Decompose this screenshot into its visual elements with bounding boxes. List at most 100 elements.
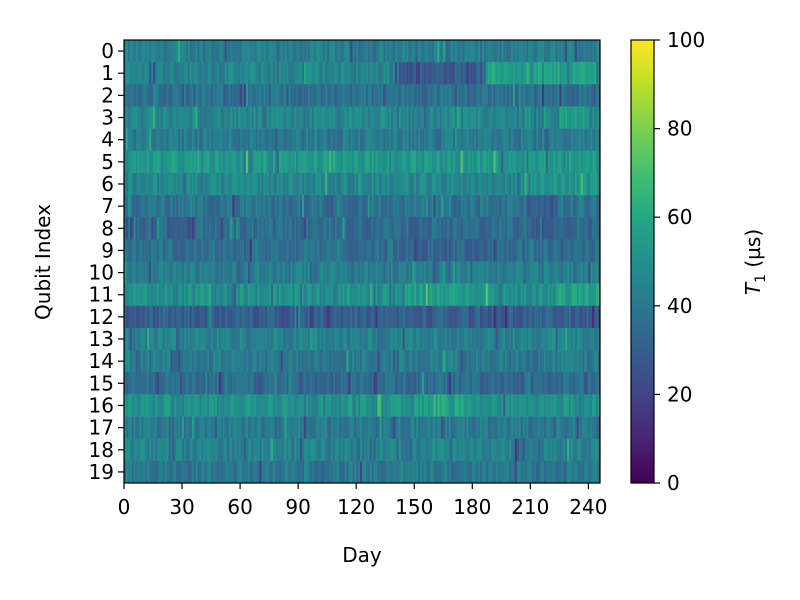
heatmap-cell: [240, 128, 243, 152]
heatmap-cell: [389, 283, 392, 307]
heatmap-cell: [491, 62, 494, 85]
heatmap-cell: [402, 283, 405, 307]
heatmap-cell: [371, 460, 374, 484]
heatmap-cell: [124, 40, 127, 63]
heatmap-cell: [303, 416, 307, 439]
heatmap-cell: [394, 150, 398, 174]
heatmap-cell: [439, 283, 442, 307]
heatmap-cell: [354, 106, 357, 129]
heatmap-cell: [468, 84, 471, 107]
heatmap-cell: [547, 62, 551, 85]
heatmap-cell: [296, 172, 299, 196]
heatmap-cell: [489, 438, 493, 462]
heatmap-cell: [145, 416, 148, 439]
heatmap-cell: [195, 150, 198, 174]
heatmap-cell: [332, 84, 336, 107]
heatmap-cell: [340, 172, 344, 196]
heatmap-cell: [203, 239, 206, 262]
heatmap-cell: [218, 106, 222, 129]
heatmap-cell: [226, 217, 229, 240]
heatmap-cell: [373, 283, 376, 307]
heatmap-cell: [435, 195, 438, 218]
heatmap-cell: [367, 239, 371, 262]
heatmap-cell: [288, 239, 291, 262]
heatmap-cell: [381, 372, 384, 395]
heatmap-cell: [480, 195, 483, 218]
heatmap-cell: [460, 195, 464, 218]
heatmap-cell: [332, 217, 336, 240]
heatmap-cell: [443, 62, 446, 85]
heatmap-cell: [230, 150, 233, 174]
heatmap-cell: [131, 350, 135, 373]
heatmap-cell: [549, 40, 553, 63]
heatmap-cell: [367, 305, 371, 329]
heatmap-cell: [565, 327, 568, 351]
heatmap-cell: [592, 438, 595, 462]
heatmap-cell: [354, 195, 357, 218]
heatmap-cell: [290, 372, 293, 395]
heatmap-cell: [441, 283, 444, 307]
heatmap-cell: [433, 305, 436, 329]
heatmap-cell: [261, 217, 264, 240]
heatmap-cell: [251, 460, 255, 484]
heatmap-cell: [423, 84, 427, 107]
heatmap-cell: [545, 217, 549, 240]
heatmap-cell: [290, 239, 293, 262]
heatmap-cell: [125, 106, 129, 129]
heatmap-cell: [391, 84, 394, 107]
heatmap-cell: [538, 84, 541, 107]
heatmap-cell: [216, 261, 220, 284]
heatmap-cell: [172, 217, 175, 240]
heatmap-cell: [348, 394, 351, 417]
heatmap-cell: [402, 394, 405, 417]
heatmap-cell: [536, 305, 539, 329]
heatmap-cell: [445, 372, 448, 395]
heatmap-cell: [242, 84, 245, 107]
heatmap-cell: [143, 394, 146, 417]
heatmap-cell: [315, 305, 318, 329]
heatmap-cell: [278, 239, 282, 262]
heatmap-cell: [261, 150, 264, 174]
heatmap-cell: [224, 62, 227, 85]
heatmap-cell: [518, 150, 522, 174]
heatmap-cell: [431, 460, 434, 484]
heatmap-cell: [572, 460, 576, 484]
heatmap-cell: [307, 217, 311, 240]
heatmap-cell: [385, 150, 388, 174]
heatmap-cell: [329, 327, 332, 351]
heatmap-cell: [187, 394, 191, 417]
heatmap-cell: [472, 283, 475, 307]
heatmap-cell: [451, 460, 454, 484]
heatmap-cell: [367, 40, 371, 63]
heatmap-cell: [147, 261, 150, 284]
heatmap-cell: [443, 217, 446, 240]
heatmap-cell: [253, 372, 256, 395]
heatmap-cell: [298, 40, 301, 63]
heatmap-cell: [541, 327, 545, 351]
heatmap-cell: [379, 350, 382, 373]
heatmap-cell: [131, 128, 135, 152]
heatmap-cell: [261, 40, 264, 63]
heatmap-cell: [247, 372, 251, 395]
heatmap-cell: [284, 217, 287, 240]
heatmap-cell: [514, 460, 518, 484]
heatmap-cell: [553, 195, 556, 218]
heatmap-cell: [493, 106, 496, 129]
heatmap-cell: [501, 350, 504, 373]
heatmap-cell: [154, 438, 158, 462]
heatmap-cell: [570, 372, 574, 395]
heatmap-cell: [545, 261, 549, 284]
heatmap-cell: [592, 394, 595, 417]
heatmap-cell: [309, 172, 313, 196]
heatmap-cell: [267, 172, 270, 196]
heatmap-cell: [141, 150, 144, 174]
heatmap-cell: [313, 195, 316, 218]
heatmap-cell: [352, 128, 355, 152]
heatmap-cell: [576, 217, 580, 240]
heatmap-cell: [230, 305, 233, 329]
heatmap-cell: [269, 150, 272, 174]
heatmap-cell: [379, 150, 382, 174]
heatmap-cell: [325, 195, 328, 218]
heatmap-cell: [489, 62, 493, 85]
heatmap-cell: [497, 172, 500, 196]
